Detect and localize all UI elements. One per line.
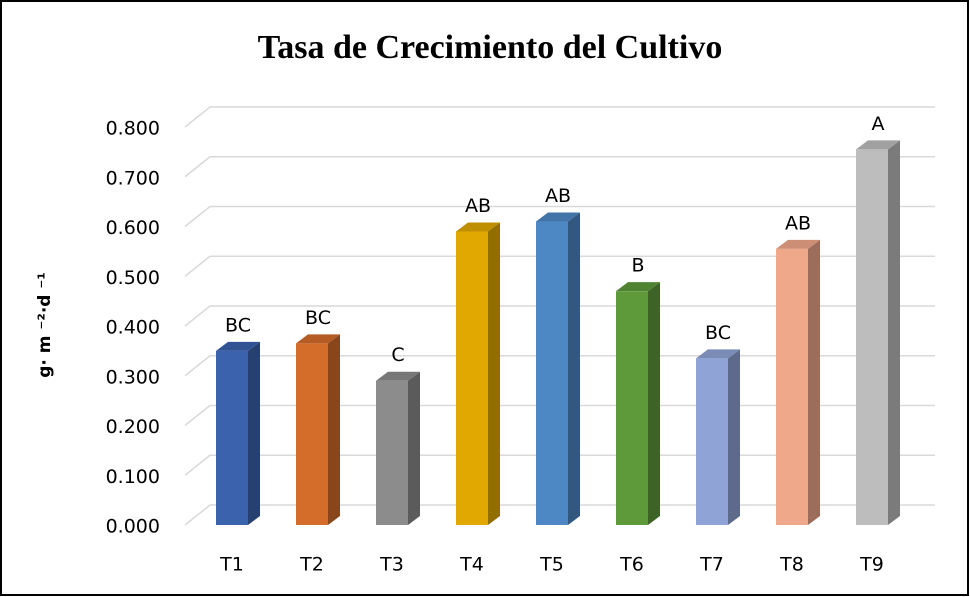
- x-tick-label: T2: [299, 554, 324, 576]
- bar: [456, 231, 488, 525]
- grid-line: [184, 404, 935, 427]
- chart-title: Tasa de Crecimiento del Cultivo: [258, 29, 723, 66]
- y-tick-label: 0.200: [106, 416, 160, 438]
- bar-side: [568, 212, 580, 525]
- bar-annotation: AB: [785, 212, 811, 234]
- grid-line: [184, 205, 935, 228]
- bar: [856, 149, 888, 525]
- bar: [376, 380, 408, 525]
- bar-annotation: BC: [305, 307, 331, 329]
- grid-line: [184, 504, 935, 526]
- bar: [616, 291, 648, 525]
- y-tick-label: 0.300: [106, 366, 160, 388]
- grid-line: [184, 255, 935, 277]
- grid-line: [184, 355, 935, 377]
- bar-top: [856, 140, 900, 150]
- x-tick-label: T5: [539, 554, 564, 576]
- bar-top: [536, 212, 580, 222]
- y-axis-label: g· m ⁻²·d ⁻¹: [35, 272, 55, 378]
- bar: [536, 221, 568, 525]
- bar-top: [376, 371, 420, 381]
- bar-top: [456, 222, 500, 232]
- y-tick-label: 0.100: [106, 466, 160, 488]
- y-tick-label: 0.700: [106, 167, 160, 189]
- x-tick-label: T3: [379, 554, 404, 576]
- bar-side: [648, 282, 660, 525]
- grid-line: [184, 156, 935, 178]
- bar-annotation: BC: [705, 322, 731, 344]
- bar-top: [216, 341, 260, 351]
- y-tick-label: 0.400: [106, 317, 160, 339]
- bar: [296, 343, 328, 525]
- bar-top: [696, 349, 740, 359]
- bar-side: [328, 334, 340, 525]
- x-tick-label: T9: [859, 554, 884, 576]
- bar: [696, 358, 728, 525]
- bar-annotation: AB: [465, 195, 491, 217]
- bar-annotation: BC: [225, 314, 251, 336]
- bar: [776, 248, 808, 525]
- grid-line: [184, 106, 935, 128]
- grid-line: [184, 454, 935, 476]
- bar-annotation: AB: [545, 185, 571, 207]
- bar-side: [488, 222, 500, 525]
- x-tick-label: T4: [459, 554, 484, 576]
- bar-top: [776, 239, 820, 249]
- y-tick-label: 0.000: [106, 516, 160, 538]
- x-tick-label: T1: [219, 554, 244, 576]
- bar-side: [888, 140, 900, 525]
- y-tick-label: 0.500: [106, 267, 160, 289]
- bar-annotation: B: [631, 255, 644, 277]
- bar-annotation: C: [391, 344, 404, 366]
- y-tick-label: 0.800: [106, 118, 160, 140]
- x-tick-label: T6: [619, 554, 644, 576]
- bar-side: [728, 349, 740, 525]
- bar-top: [616, 282, 660, 292]
- grid-line: [184, 305, 935, 327]
- bar-top: [296, 334, 340, 344]
- y-tick-label: 0.600: [106, 217, 160, 239]
- x-tick-label: T8: [779, 554, 804, 576]
- bar-annotation: A: [872, 113, 885, 135]
- bar: [216, 350, 248, 525]
- bar-side: [408, 371, 420, 525]
- x-tick-label: T7: [699, 554, 724, 576]
- bar-side: [808, 239, 820, 525]
- bar-side: [248, 341, 260, 525]
